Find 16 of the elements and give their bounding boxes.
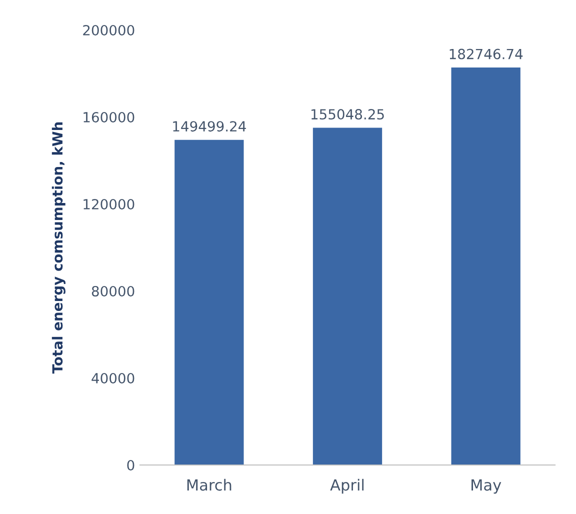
bar	[451, 68, 520, 465]
y-tick-label: 160000	[84, 112, 134, 122]
data-label: 182746.74	[450, 48, 523, 60]
y-tick-label: 40000	[92, 372, 134, 384]
y-axis-title: Total energy comsumption, kWh	[52, 122, 66, 374]
data-label: 149499.24	[173, 121, 246, 132]
y-tick-label: 120000	[84, 198, 134, 210]
x-tick-label: April	[330, 478, 364, 494]
x-tick-label: March	[187, 478, 232, 491]
bar	[312, 128, 382, 465]
y-tick-label: 80000	[92, 286, 134, 296]
y-tick-label: 0	[127, 460, 134, 470]
x-tick-label: May	[472, 479, 502, 494]
bar	[174, 140, 244, 465]
data-label: 155048.25	[311, 109, 384, 120]
y-tick-label: 200000	[83, 24, 134, 36]
